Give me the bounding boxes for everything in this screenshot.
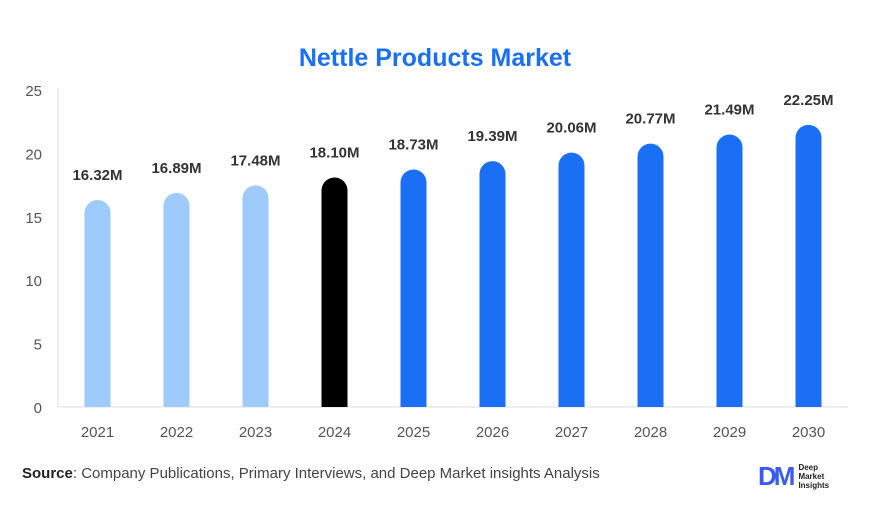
bar-base	[795, 393, 822, 407]
bar	[637, 143, 664, 407]
x-tick-label: 2030	[792, 424, 825, 441]
bar-base	[558, 393, 585, 407]
bar	[479, 161, 506, 407]
logo-line: Insights	[798, 481, 830, 490]
chart-title: Nettle Products Market	[298, 44, 572, 72]
data-label: 17.48M	[230, 152, 280, 169]
y-tick-label: 10	[25, 273, 42, 290]
bar	[321, 177, 348, 407]
x-tick-label: 2024	[318, 424, 351, 441]
y-tick-label: 20	[25, 146, 42, 163]
x-tick-label: 2023	[239, 424, 272, 441]
bar-base	[163, 393, 190, 407]
bar	[795, 124, 822, 408]
logo-line: Market	[798, 472, 825, 481]
data-label: 20.06M	[546, 120, 596, 137]
data-label: 20.77M	[625, 111, 675, 128]
y-tick-label: 15	[25, 210, 42, 227]
y-tick-label: 0	[34, 400, 42, 417]
data-label: 18.10M	[309, 144, 359, 161]
logo: DM Deep Market Insights	[758, 461, 829, 492]
bar-base	[637, 393, 664, 407]
data-label: 21.49M	[704, 102, 754, 119]
bar	[84, 200, 111, 407]
x-tick-label: 2026	[476, 424, 509, 441]
bar-base	[84, 393, 111, 407]
x-tick-label: 2022	[160, 424, 193, 441]
source-text: : Company Publications, Primary Intervie…	[72, 465, 600, 482]
bar	[558, 152, 585, 407]
bar	[242, 185, 269, 407]
data-label: 18.73M	[388, 137, 438, 154]
bar	[716, 134, 743, 407]
source-label: Source	[22, 465, 73, 482]
bar	[400, 169, 427, 407]
data-label: 22.25M	[783, 92, 833, 109]
x-tick-label: 2021	[81, 424, 114, 441]
x-tick-label: 2027	[555, 424, 588, 441]
logo-text: Deep Market Insights	[798, 463, 829, 490]
x-tick-label: 2028	[634, 424, 667, 441]
bar-base	[716, 393, 743, 407]
bar-base	[479, 393, 506, 407]
bar-base	[400, 393, 427, 407]
y-tick-label: 5	[34, 337, 42, 354]
logo-line: Deep	[798, 463, 818, 472]
data-label: 16.32M	[72, 167, 122, 184]
x-tick-label: 2025	[397, 424, 430, 441]
bar-base	[321, 393, 348, 407]
x-tick-label: 2029	[713, 424, 746, 441]
data-label: 19.39M	[467, 128, 517, 145]
bar	[163, 192, 190, 407]
data-label: 16.89M	[151, 160, 201, 177]
y-tick-label: 25	[25, 83, 42, 100]
logo-mark: DM	[758, 461, 795, 491]
bar-base	[242, 393, 269, 407]
source-note: Source: Company Publications, Primary In…	[22, 465, 600, 482]
